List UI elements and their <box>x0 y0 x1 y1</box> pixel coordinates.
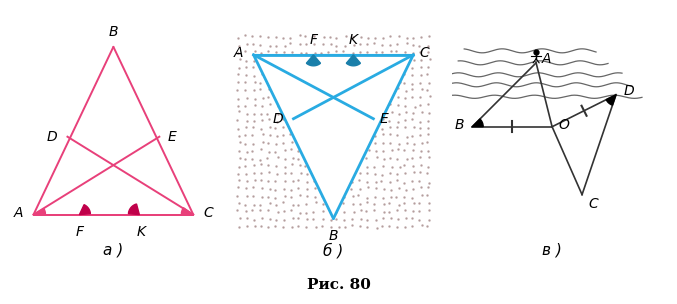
Text: F: F <box>309 33 318 47</box>
Text: E: E <box>379 112 388 126</box>
Polygon shape <box>181 208 194 215</box>
Text: O: O <box>558 118 569 132</box>
Polygon shape <box>253 55 413 219</box>
Text: K: K <box>137 225 146 239</box>
Polygon shape <box>129 204 139 215</box>
Text: K: K <box>349 33 358 47</box>
Text: C: C <box>203 206 213 219</box>
Text: в ): в ) <box>542 243 562 257</box>
Text: б ): б ) <box>324 243 343 258</box>
Text: A: A <box>14 206 24 219</box>
Text: C: C <box>588 197 598 211</box>
Wedge shape <box>473 119 483 127</box>
Polygon shape <box>307 55 320 66</box>
Text: F: F <box>75 225 83 239</box>
Text: C: C <box>419 46 429 60</box>
Text: D: D <box>624 84 634 98</box>
Text: B: B <box>328 229 338 243</box>
Text: A: A <box>542 52 552 66</box>
Text: а ): а ) <box>104 243 123 257</box>
Text: D: D <box>273 112 284 126</box>
Wedge shape <box>606 95 616 105</box>
Text: B: B <box>455 118 464 132</box>
Polygon shape <box>34 209 45 215</box>
Text: D: D <box>47 130 58 144</box>
Text: E: E <box>167 130 176 144</box>
Text: Рис. 80: Рис. 80 <box>307 278 370 292</box>
Polygon shape <box>79 205 91 215</box>
Polygon shape <box>347 55 360 66</box>
Text: B: B <box>108 25 118 39</box>
Text: A: A <box>234 46 244 60</box>
